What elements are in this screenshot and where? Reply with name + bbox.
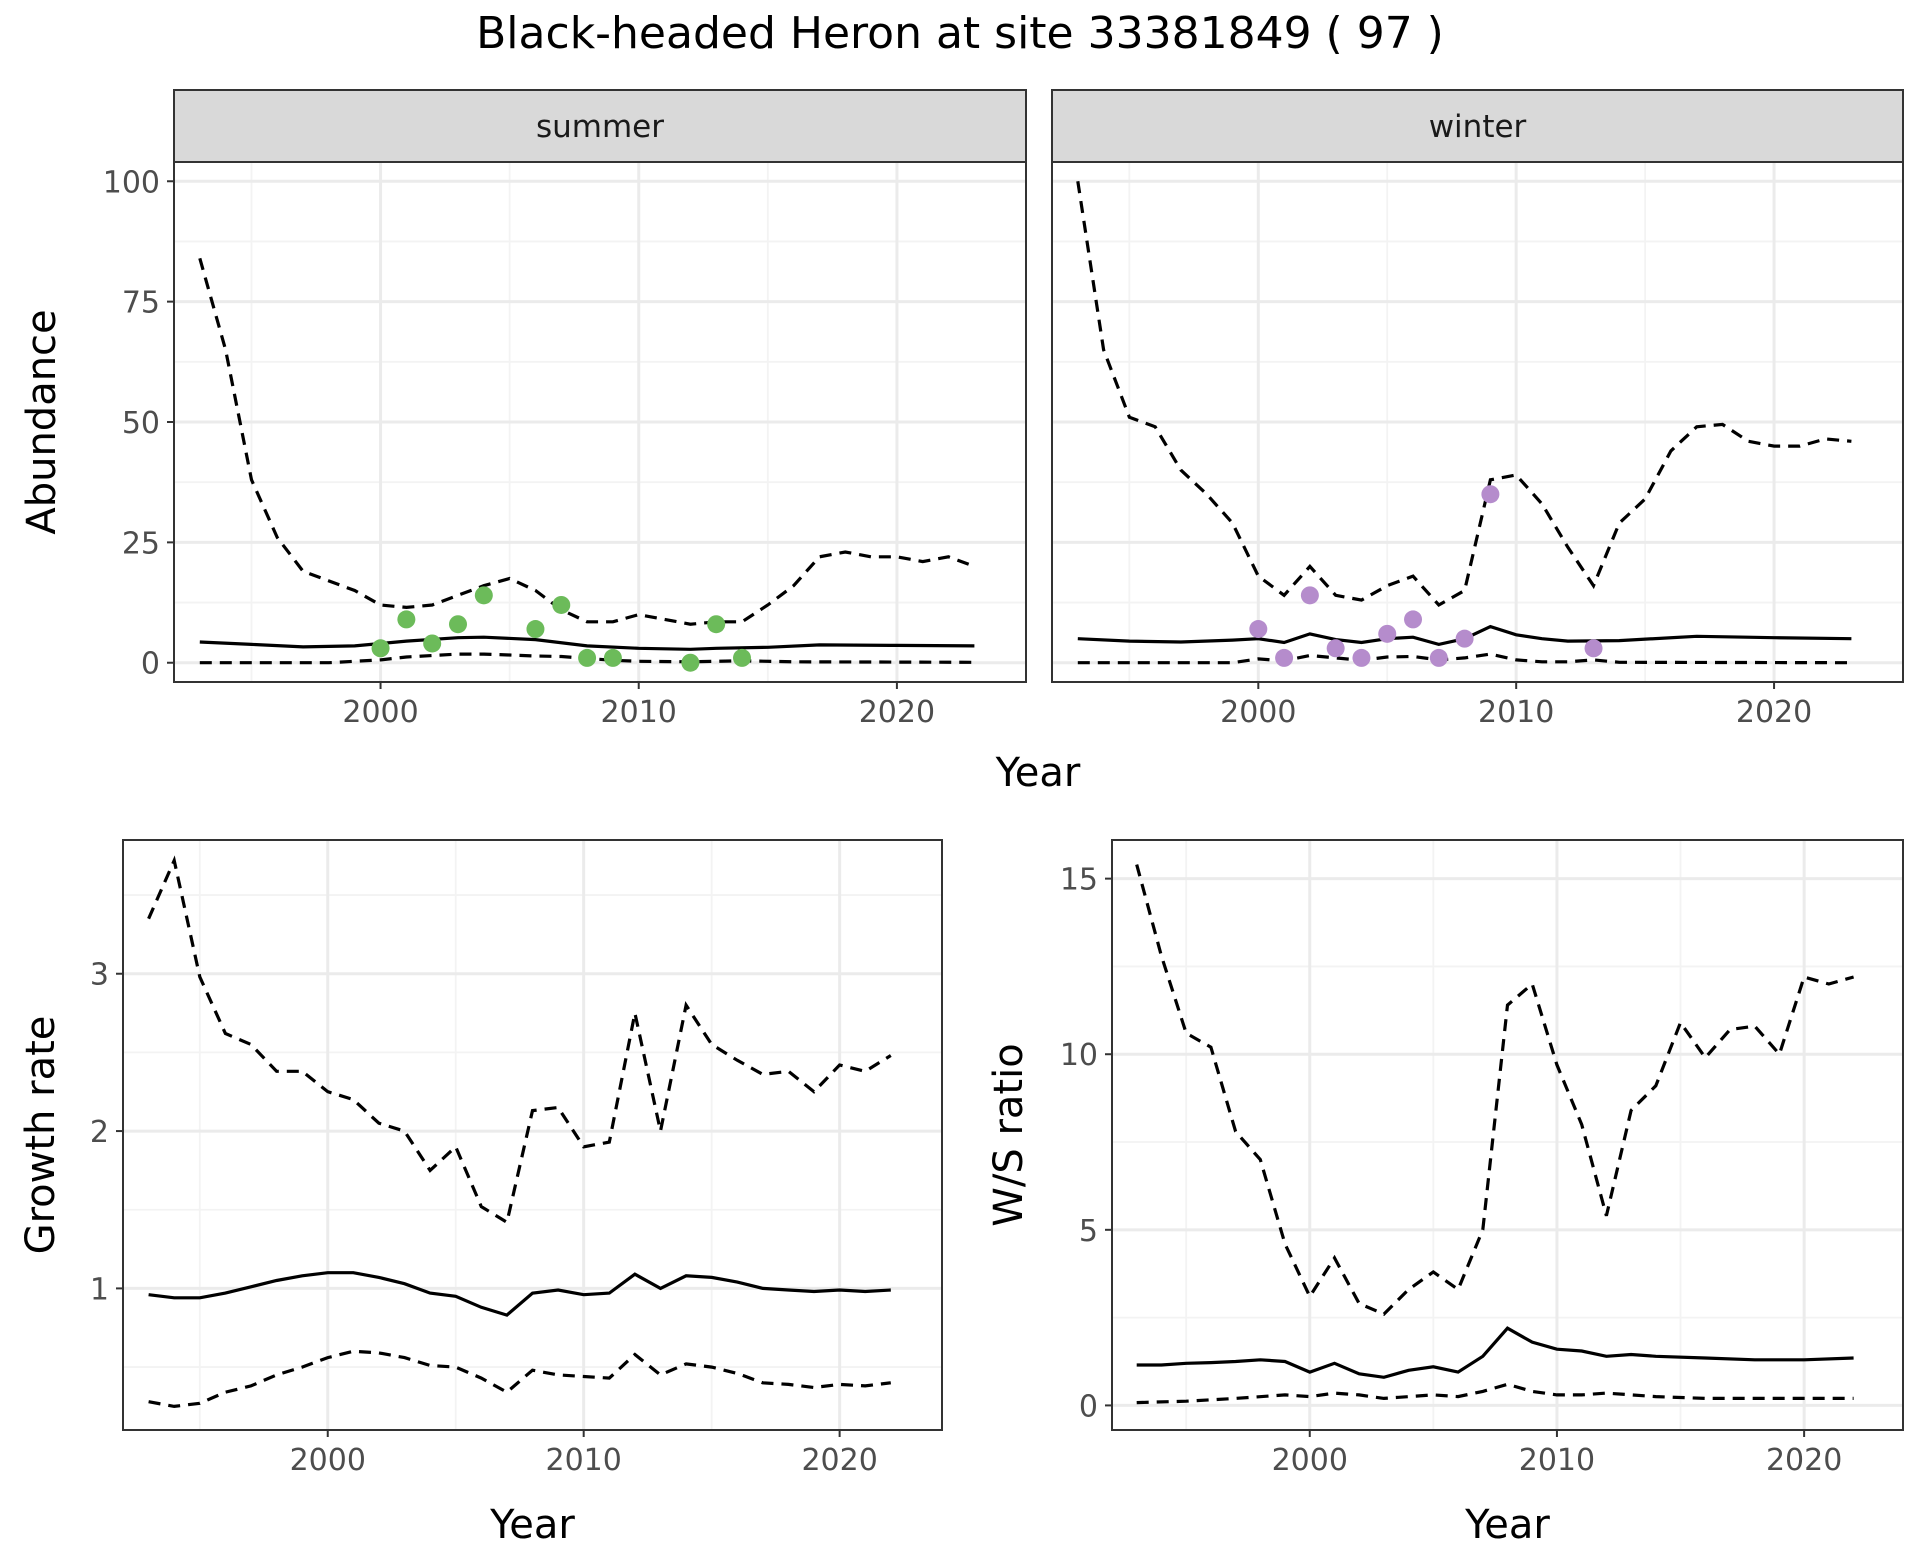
observed-point [397,610,416,629]
observed-point [1249,620,1268,639]
growth-rate-chart: 2000 2010 2020 1 2 3 Year Growth rate [18,839,943,1548]
observed-point [1275,648,1294,667]
facet-strip [1051,89,1904,163]
observed-point [733,648,751,667]
facet-panel-summer: summer 2000 2010 2020 0 25 50 75 100 [103,89,1027,730]
y-tick-label: 5 [1079,1214,1098,1249]
panel-border [122,839,943,1431]
y-tick-label: 10 [1060,1038,1098,1073]
x-tick-label: 2000 [1272,1443,1348,1478]
x-tick-label: 2020 [801,1443,877,1478]
observed-point [1455,629,1474,648]
upper-bound-line [1135,864,1855,1316]
lower-bound-line [148,1349,891,1409]
observed-point [1300,586,1319,605]
x-tick-label: 2000 [342,695,418,730]
observed-point [1404,610,1423,629]
x-tick-label: 2010 [1478,695,1554,730]
x-tick-label: 2010 [1519,1443,1595,1478]
observed-point [578,648,597,667]
y-tick-label: 3 [90,958,109,993]
observed-point [449,615,467,634]
y-tick-label: 0 [141,647,160,682]
observed-point [1326,639,1345,658]
mean-line [199,635,975,651]
x-axis-title: Year [995,750,1081,796]
x-axis-title: Year [489,1502,575,1548]
observed-point [526,620,545,639]
y-tick-label: 75 [122,286,160,321]
x-tick-label: 2000 [290,1443,366,1478]
x-tick-label: 2010 [546,1443,622,1478]
observed-point [1378,624,1397,643]
y-tick-label: 50 [122,406,160,441]
lower-bound-line [1136,1382,1854,1405]
facet-strip-label: winter [1429,109,1527,145]
lower-bound-line [199,652,975,665]
abundance-chart: summer 2000 2010 2020 0 25 50 75 100 winter 2000 20… [19,89,1904,796]
upper-bound-line [147,855,892,1225]
observed-point [707,615,726,634]
y-axis-title: Growth rate [18,1016,64,1255]
figure-title: Black-headed Heron at site 33381849 ( 97… [476,8,1444,59]
observed-point [1352,648,1371,667]
observed-point [1481,485,1500,504]
x-axis-title: Year [1464,1502,1550,1548]
mean-line [1077,624,1852,647]
plot-area [123,840,942,1430]
observed-point [371,639,390,658]
observed-point [1429,648,1448,667]
x-tick-label: 2020 [859,695,935,730]
x-tick-label: 2020 [1766,1443,1842,1478]
upper-bound-line [1076,181,1852,608]
observed-point [1584,639,1603,658]
observed-point [474,586,493,605]
y-tick-label: 2 [90,1115,109,1150]
y-tick-label: 25 [122,526,160,561]
facet-panel-winter: winter 2000 2010 2020 [1051,89,1904,730]
observed-point [423,634,442,653]
mean-line [148,1271,891,1317]
facet-strip [173,89,1027,163]
x-tick-label: 2010 [601,695,677,730]
plot-area [1112,840,1903,1430]
y-tick-label: 0 [1079,1389,1098,1424]
y-axis-title: Abundance [19,309,65,534]
x-tick-label: 2020 [1736,695,1812,730]
y-tick-label: 1 [90,1272,109,1307]
ws-ratio-chart: 2000 2010 2020 0 5 10 15 Year W/S ratio [986,839,1904,1548]
facet-strip-label: summer [536,109,664,145]
x-tick-label: 2000 [1220,695,1296,730]
upper-bound-line [198,257,975,626]
y-tick-label: 15 [1060,863,1098,898]
y-axis-title: W/S ratio [986,1043,1032,1226]
mean-line [1136,1326,1854,1379]
observed-point [681,653,700,672]
observed-point [603,648,622,667]
observed-point [552,595,571,614]
panel-border [1051,161,1904,683]
y-tick-label: 100 [103,165,160,200]
panel-border [1111,839,1904,1431]
